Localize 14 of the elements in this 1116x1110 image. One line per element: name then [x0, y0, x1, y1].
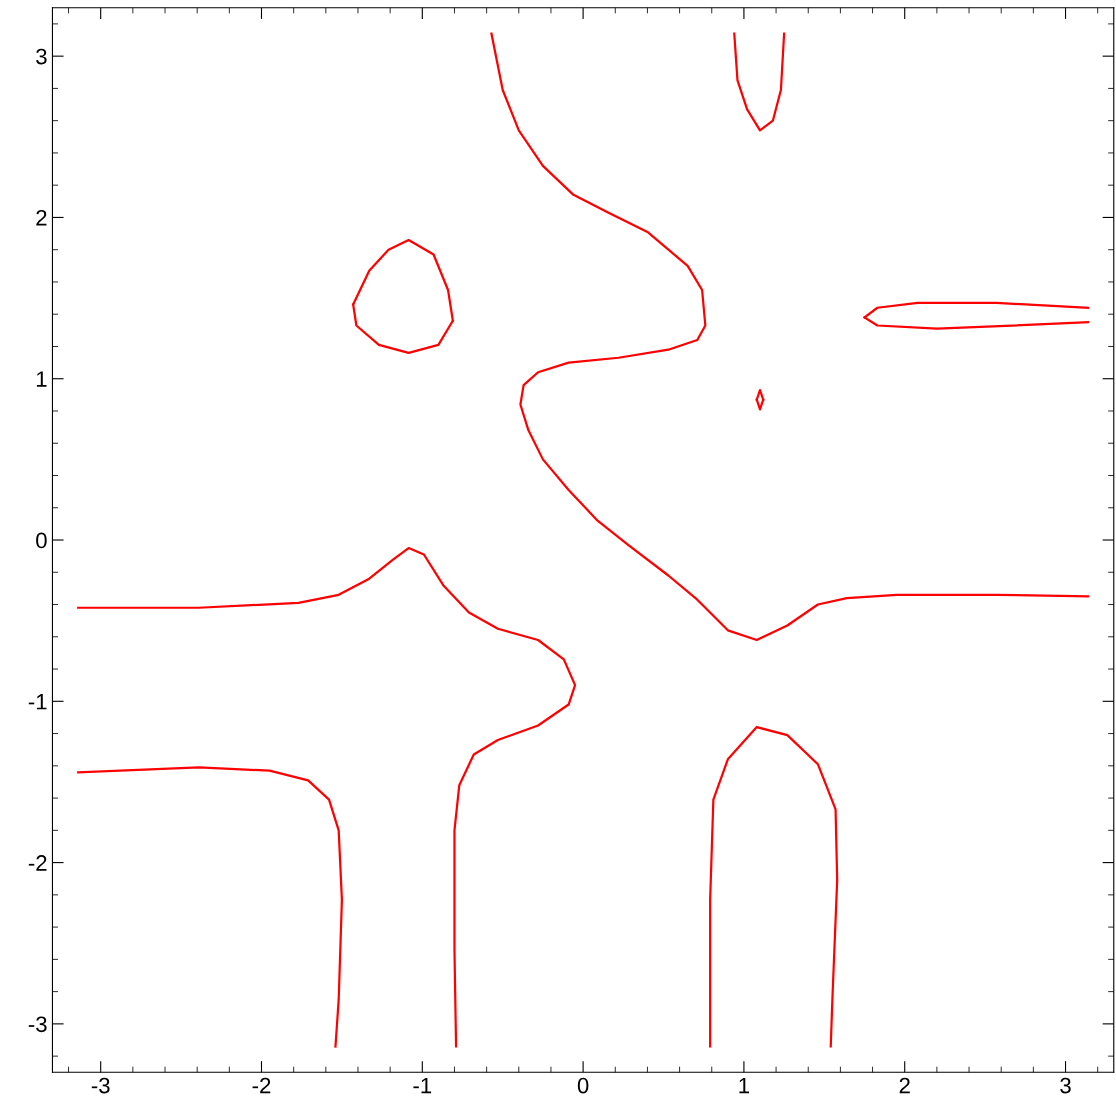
x-tick-label: -3 — [91, 1077, 110, 1094]
x-tick-label: 2 — [899, 1077, 910, 1094]
y-tick-label: 2 — [36, 209, 47, 226]
y-tick-label: -1 — [28, 694, 47, 710]
x-tick-label: -2 — [252, 1077, 271, 1094]
y-tick-label: 0 — [36, 532, 47, 549]
x-tick-label: 0 — [577, 1077, 589, 1094]
y-tick-label: 1 — [36, 371, 47, 387]
y-tick-label: -3 — [28, 1016, 47, 1033]
y-tick-label: 3 — [36, 48, 47, 65]
x-tick-label: -1 — [413, 1077, 432, 1094]
x-tick-label: 3 — [1060, 1077, 1071, 1094]
y-tick-label: -2 — [28, 855, 47, 871]
x-tick-label: 1 — [739, 1077, 750, 1094]
